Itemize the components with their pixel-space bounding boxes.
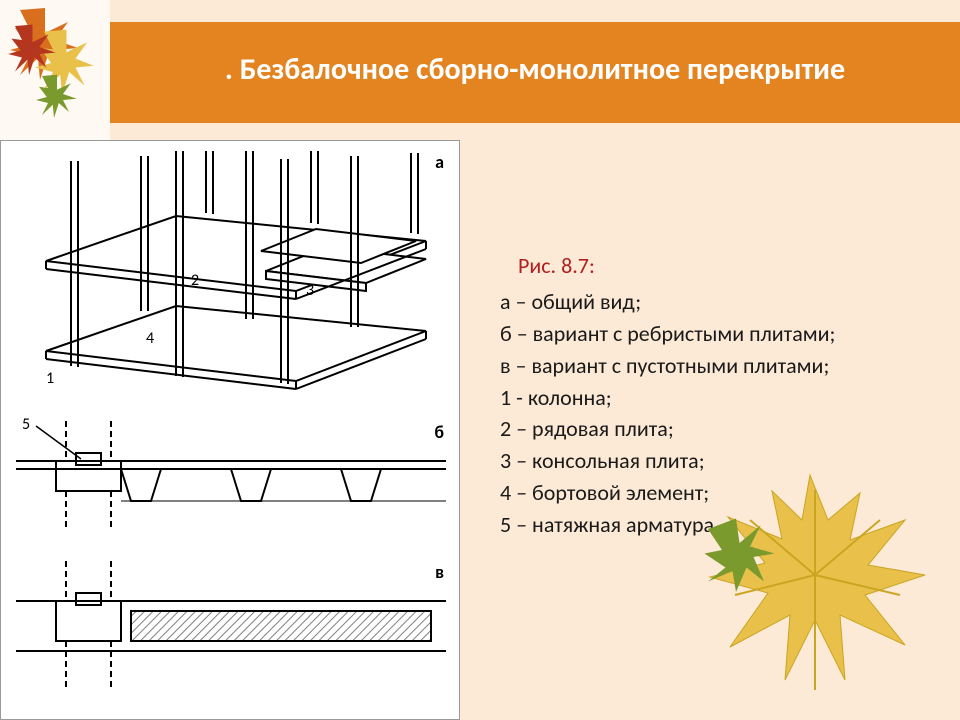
- figure-diagram: а 1 2 3 4: [0, 140, 460, 720]
- leaf-corner-decor: [0, 0, 110, 140]
- figure-caption: Рис. 8.7:: [518, 250, 920, 282]
- num-label-3: 3: [306, 281, 314, 300]
- panel-label-a: а: [435, 151, 444, 173]
- diagram-panel-v: в: [16, 561, 446, 691]
- isometric-slab-icon: [16, 151, 446, 401]
- title-underline: [110, 117, 960, 123]
- maple-leaves-icon: [0, 0, 110, 140]
- leaf-bottom-decor: [690, 455, 950, 700]
- panel-label-b: б: [434, 421, 444, 443]
- hollowcore-section-icon: [16, 561, 446, 691]
- slide-title-bar: . Безбалочное сборно-монолитное перекрыт…: [110, 22, 960, 117]
- legend-item: 2 – рядовая плита;: [500, 413, 920, 445]
- num-label-5: 5: [22, 415, 30, 434]
- num-label-2: 2: [191, 271, 199, 290]
- num-label-4: 4: [146, 329, 154, 348]
- ribbed-section-icon: [16, 421, 446, 531]
- maple-leaf-icon: [690, 455, 950, 695]
- diagram-panel-a: а 1 2 3 4: [16, 151, 446, 401]
- slide-title: . Безбалочное сборно-монолитное перекрыт…: [225, 52, 845, 88]
- panel-label-v: в: [435, 561, 444, 583]
- legend-item: а – общий вид;: [500, 286, 920, 318]
- slide: . Безбалочное сборно-монолитное перекрыт…: [0, 0, 960, 720]
- legend-item: 1 - колонна;: [500, 382, 920, 414]
- legend-item: в – вариант с пустотными плитами;: [500, 350, 920, 382]
- num-label-1: 1: [46, 369, 54, 388]
- legend-item: б – вариант с ребристыми плитами;: [500, 318, 920, 350]
- diagram-panel-b: б 5: [16, 421, 446, 531]
